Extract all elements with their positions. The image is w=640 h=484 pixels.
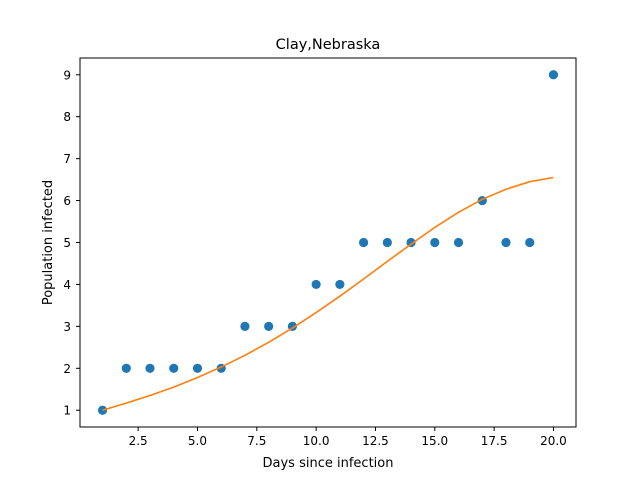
data-point xyxy=(169,363,179,373)
y-tick-label: 6 xyxy=(63,194,71,208)
y-tick-label: 8 xyxy=(63,110,71,124)
data-point xyxy=(145,363,155,373)
data-point xyxy=(525,237,535,248)
data-point xyxy=(311,279,321,290)
data-point xyxy=(501,237,511,248)
y-tick-label: 2 xyxy=(63,362,71,376)
x-tick-label: 12.5 xyxy=(362,434,389,448)
x-tick-label: 10.0 xyxy=(303,434,330,448)
axes-frame xyxy=(79,57,577,428)
data-point xyxy=(97,405,108,415)
y-tick-label: 7 xyxy=(63,152,71,166)
fit-curve xyxy=(102,176,554,411)
data-point xyxy=(406,237,416,248)
y-axis-label: Population infected xyxy=(41,180,56,305)
chart-title: Clay,Nebraska xyxy=(276,37,381,53)
x-tick-label: 17.5 xyxy=(481,434,508,448)
y-tick-label: 1 xyxy=(63,404,71,418)
data-point xyxy=(358,237,369,248)
x-axis: 2.5 5.0 7.5 10.0 12.5 15.0 17.5 20.0 xyxy=(129,427,567,448)
x-tick-label: 2.5 xyxy=(129,434,148,448)
data-point xyxy=(121,363,131,373)
x-axis-label: Days since infection xyxy=(263,456,394,471)
y-axis: 1 2 3 4 5 6 7 8 9 xyxy=(63,68,80,418)
y-tick-label: 4 xyxy=(63,278,71,292)
data-point xyxy=(240,321,250,331)
y-tick-label: 3 xyxy=(63,320,71,334)
data-point xyxy=(192,363,203,373)
y-tick-label: 9 xyxy=(63,68,71,82)
x-tick-label: 15.0 xyxy=(421,434,448,448)
x-tick-label: 7.5 xyxy=(247,434,266,448)
data-point xyxy=(264,321,274,331)
data-point xyxy=(335,279,345,290)
plot-area xyxy=(97,70,559,415)
data-point xyxy=(453,237,464,248)
data-point xyxy=(430,237,440,248)
x-tick-label: 5.0 xyxy=(188,434,207,448)
y-tick-label: 5 xyxy=(63,236,71,250)
x-tick-label: 20.0 xyxy=(540,434,567,448)
data-point xyxy=(548,70,559,80)
data-point xyxy=(382,237,392,248)
